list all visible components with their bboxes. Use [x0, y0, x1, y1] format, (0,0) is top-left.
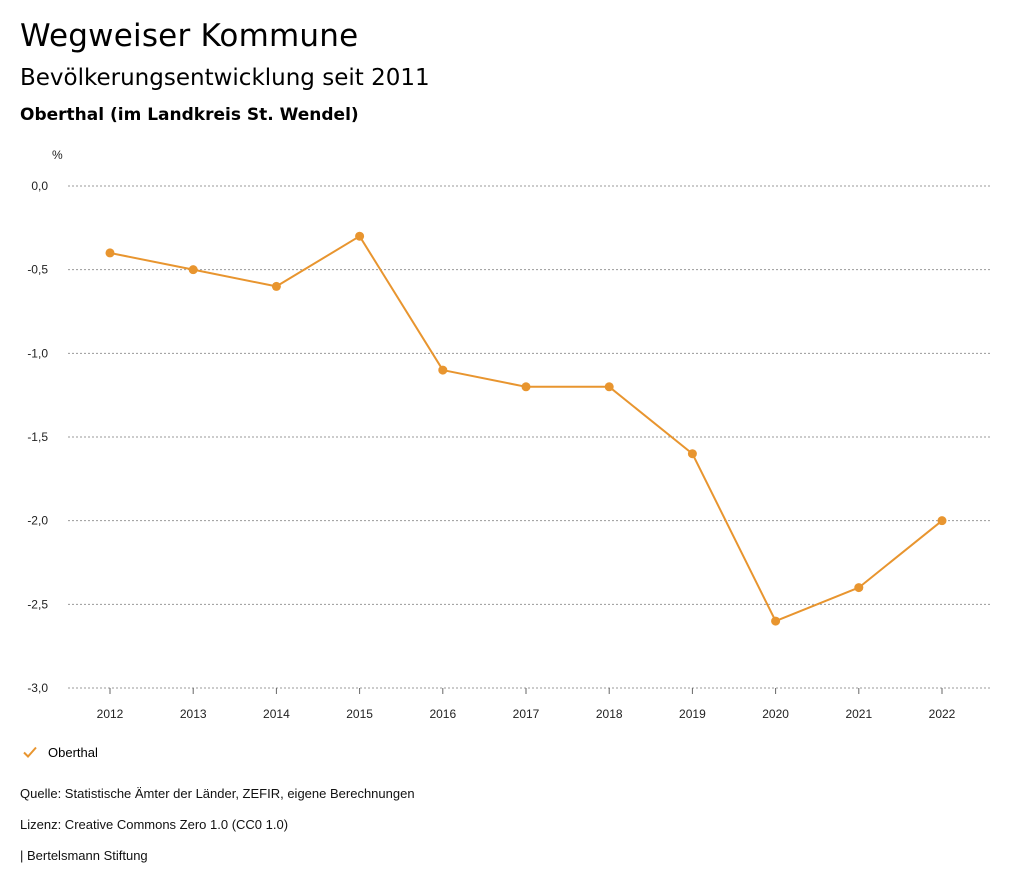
y-tick-label: -1,5 — [27, 430, 48, 444]
x-tick-label: 2020 — [762, 707, 789, 721]
data-point[interactable] — [604, 382, 614, 392]
data-point[interactable] — [105, 248, 115, 258]
line-chart: % 0,0-0,5-1,0-1,5-2,0-2,5-3,0 2012 2013 20… — [27, 148, 990, 721]
check-icon[interactable] — [22, 744, 38, 760]
series-oberthal — [105, 231, 947, 626]
data-point[interactable] — [271, 281, 281, 291]
x-tick-label: 2022 — [929, 707, 956, 721]
region-label: Oberthal (im Landkreis St. Wendel) — [20, 105, 359, 125]
data-point[interactable] — [854, 583, 864, 593]
x-tick-label: 2012 — [97, 707, 124, 721]
x-axis: 2012 2013 2014 2015 2016 2017 2018 2019 2020 2021… — [97, 688, 956, 721]
data-point[interactable] — [937, 516, 947, 526]
data-point[interactable] — [355, 231, 365, 241]
series-line — [109, 235, 943, 623]
x-tick-label: 2013 — [180, 707, 207, 721]
x-tick-label: 2014 — [263, 707, 290, 721]
x-tick-label: 2017 — [513, 707, 540, 721]
source-note: Quelle: Statistische Ämter der Länder, Z… — [20, 786, 415, 801]
y-tick-label: -2,5 — [27, 597, 48, 611]
license-note: Lizenz: Creative Commons Zero 1.0 (CC0 1… — [20, 817, 289, 832]
data-point[interactable] — [438, 365, 448, 375]
x-tick-label: 2016 — [429, 707, 456, 721]
data-point[interactable] — [521, 382, 531, 392]
data-point[interactable] — [687, 449, 697, 459]
data-point[interactable] — [771, 616, 781, 626]
x-tick-label: 2018 — [596, 707, 623, 721]
data-point[interactable] — [188, 265, 198, 275]
x-tick-label: 2021 — [845, 707, 872, 721]
y-tick-label: 0,0 — [31, 179, 48, 193]
y-tick-label: -2,0 — [27, 514, 48, 528]
y-tick-label: -3,0 — [27, 681, 48, 695]
y-axis-unit: % — [52, 148, 63, 162]
x-tick-label: 2019 — [679, 707, 706, 721]
y-tick-label: -0,5 — [27, 263, 48, 277]
page-title: Wegweiser Kommune — [20, 18, 359, 54]
publisher-note: | Bertelsmann Stiftung — [20, 848, 148, 863]
x-tick-label: 2015 — [346, 707, 373, 721]
chart-subtitle: Bevölkerungsentwicklung seit 2011 — [20, 65, 430, 91]
chart-legend[interactable]: Oberthal — [22, 744, 98, 760]
grid-lines — [68, 185, 990, 689]
y-tick-label: -1,0 — [27, 346, 48, 360]
legend-label: Oberthal — [48, 744, 98, 760]
y-axis-ticks: 0,0 -0,5 -1,0 -1,5 -2,0 -2,5 -3,0 — [27, 179, 48, 695]
